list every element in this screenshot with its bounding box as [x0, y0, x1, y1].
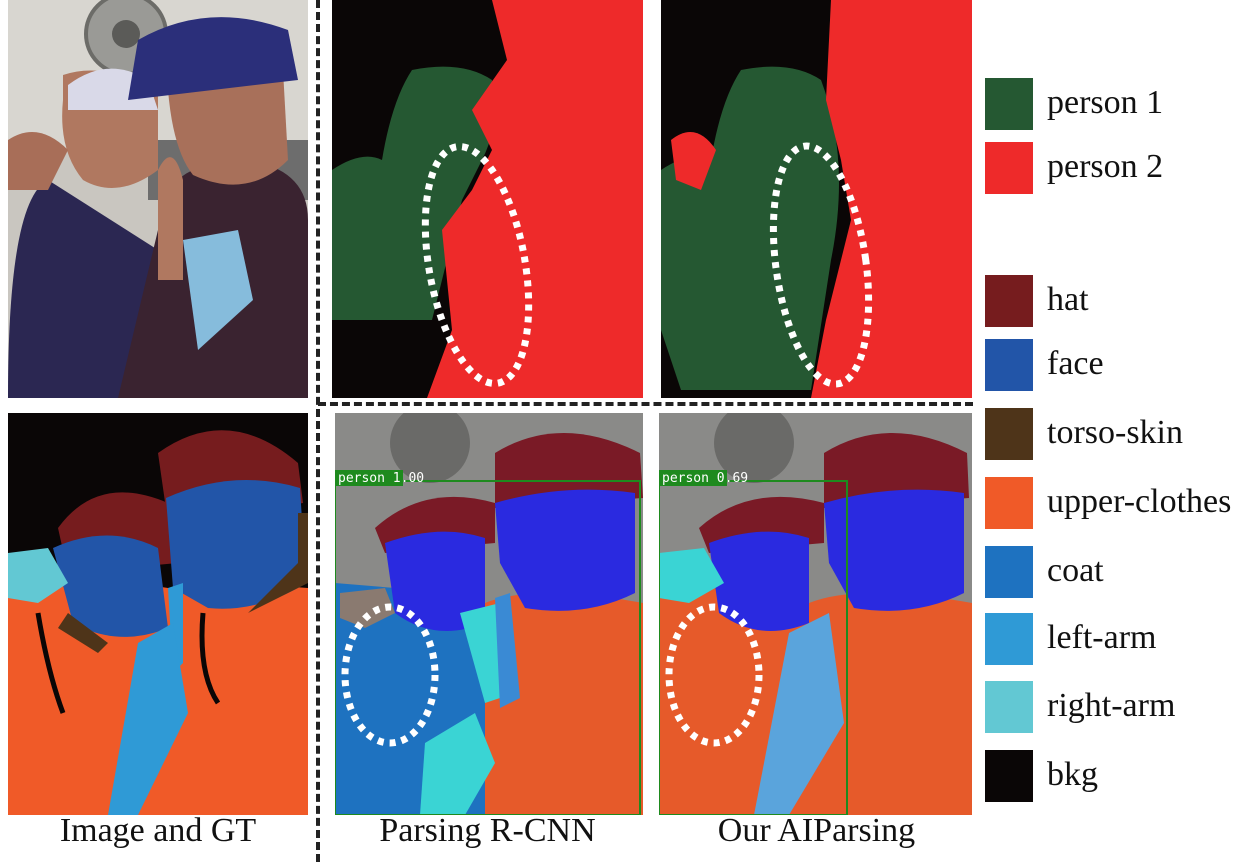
rcnn-detection-label: person 1.00	[338, 471, 424, 486]
rcnn-instance-mask	[332, 0, 643, 398]
legend-label: right-arm	[1047, 687, 1176, 724]
legend-label: bkg	[1047, 756, 1098, 793]
legend-swatch	[985, 408, 1033, 460]
caption-our-aiparsing: Our AIParsing	[717, 812, 916, 849]
legend-label: face	[1047, 345, 1104, 382]
input-photo	[8, 0, 308, 398]
aiparsing-instance-mask	[661, 0, 972, 398]
legend-label: person 1	[1047, 84, 1164, 121]
legend-label: coat	[1047, 552, 1104, 589]
aiparsing-detection-label: person 0.69	[662, 471, 748, 486]
caption-parsing-rcnn: Parsing R-CNN	[379, 812, 596, 849]
rcnn-part-parsing: person 1.00	[335, 413, 643, 815]
legend-label: hat	[1047, 281, 1089, 318]
legend-swatch	[985, 750, 1033, 802]
legend-label: person 2	[1047, 148, 1164, 185]
aiparsing-part-parsing: person 0.69	[659, 413, 972, 815]
legend-swatch	[985, 275, 1033, 327]
vertical-divider	[316, 0, 320, 862]
legend-label: upper-clothes	[1047, 483, 1232, 520]
legend-label: torso-skin	[1047, 414, 1183, 451]
horizontal-divider	[318, 402, 973, 406]
legend-swatch	[985, 142, 1033, 194]
legend-swatch	[985, 546, 1033, 598]
legend-swatch	[985, 78, 1033, 130]
ground-truth-mask	[8, 413, 308, 815]
legend-swatch	[985, 477, 1033, 529]
legend-label: left-arm	[1047, 619, 1157, 656]
legend-swatch	[985, 681, 1033, 733]
legend-swatch	[985, 613, 1033, 665]
legend-swatch	[985, 339, 1033, 391]
caption-image-and-gt: Image and GT	[59, 812, 257, 849]
